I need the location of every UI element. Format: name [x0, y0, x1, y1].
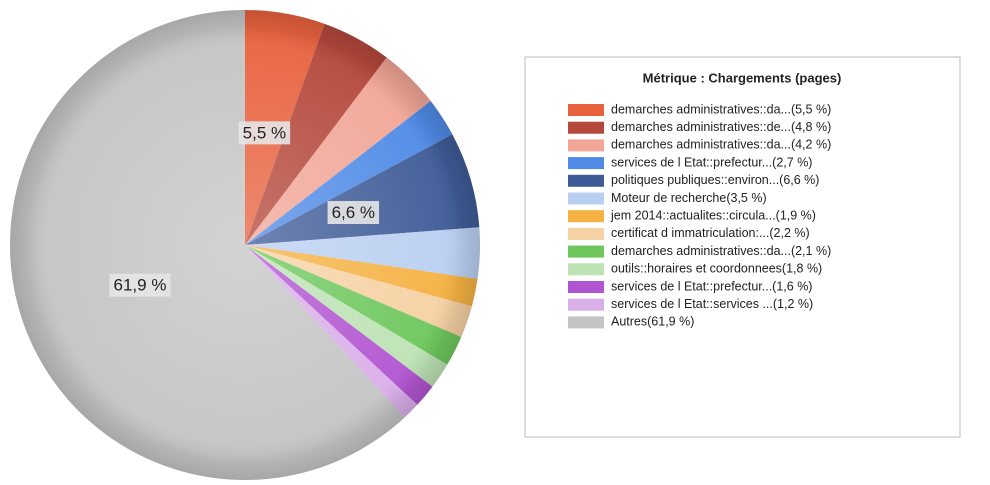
legend-swatch: [568, 121, 604, 134]
legend-title: Métrique : Chargements (pages): [643, 70, 842, 85]
legend-swatch: [568, 227, 604, 240]
legend-label: services de l Etat::prefectur...(2,7 %): [611, 155, 812, 169]
legend-label: Autres(61,9 %): [611, 315, 694, 329]
legend-swatch: [568, 298, 604, 311]
legend-label: Moteur de recherche(3,5 %): [611, 191, 767, 205]
data-label-bg: [109, 273, 171, 297]
legend-label: demarches administratives::da...(2,1 %): [611, 244, 831, 258]
legend-swatch: [568, 245, 604, 258]
legend-label: demarches administratives::da...(4,2 %): [611, 138, 831, 152]
legend-swatch: [568, 157, 604, 170]
data-label: 6,6 %: [332, 203, 375, 222]
legend-label: jem 2014::actualites::circula...(1,9 %): [610, 208, 816, 222]
legend-swatch: [568, 192, 604, 205]
data-label-bg: [327, 201, 380, 225]
data-label: 61,9 %: [114, 276, 167, 295]
data-label-bg: [238, 121, 291, 145]
legend-label: services de l Etat::prefectur...(1,6 %): [611, 279, 812, 293]
legend-swatch: [568, 281, 604, 293]
legend-swatch: [568, 174, 604, 187]
legend-swatch: [568, 210, 604, 223]
legend-swatch: [568, 316, 604, 329]
legend-label: certificat d immatriculation:...(2,2 %): [611, 226, 810, 240]
legend-label: services de l Etat::services ...(1,2 %): [611, 297, 813, 311]
data-label: 5,5 %: [243, 123, 286, 142]
legend-label: demarches administratives::de...(4,8 %): [611, 120, 831, 134]
pie: [9, 10, 480, 480]
legend-swatch: [568, 104, 604, 116]
legend-swatch: [568, 139, 604, 152]
legend-swatch: [568, 263, 604, 276]
legend-label: demarches administratives::da...(5,5 %): [611, 102, 831, 116]
legend-label: politiques publiques::environ...(6,6 %): [611, 173, 819, 187]
legend-label: outils::horaires et coordonnees(1,8 %): [611, 262, 822, 276]
